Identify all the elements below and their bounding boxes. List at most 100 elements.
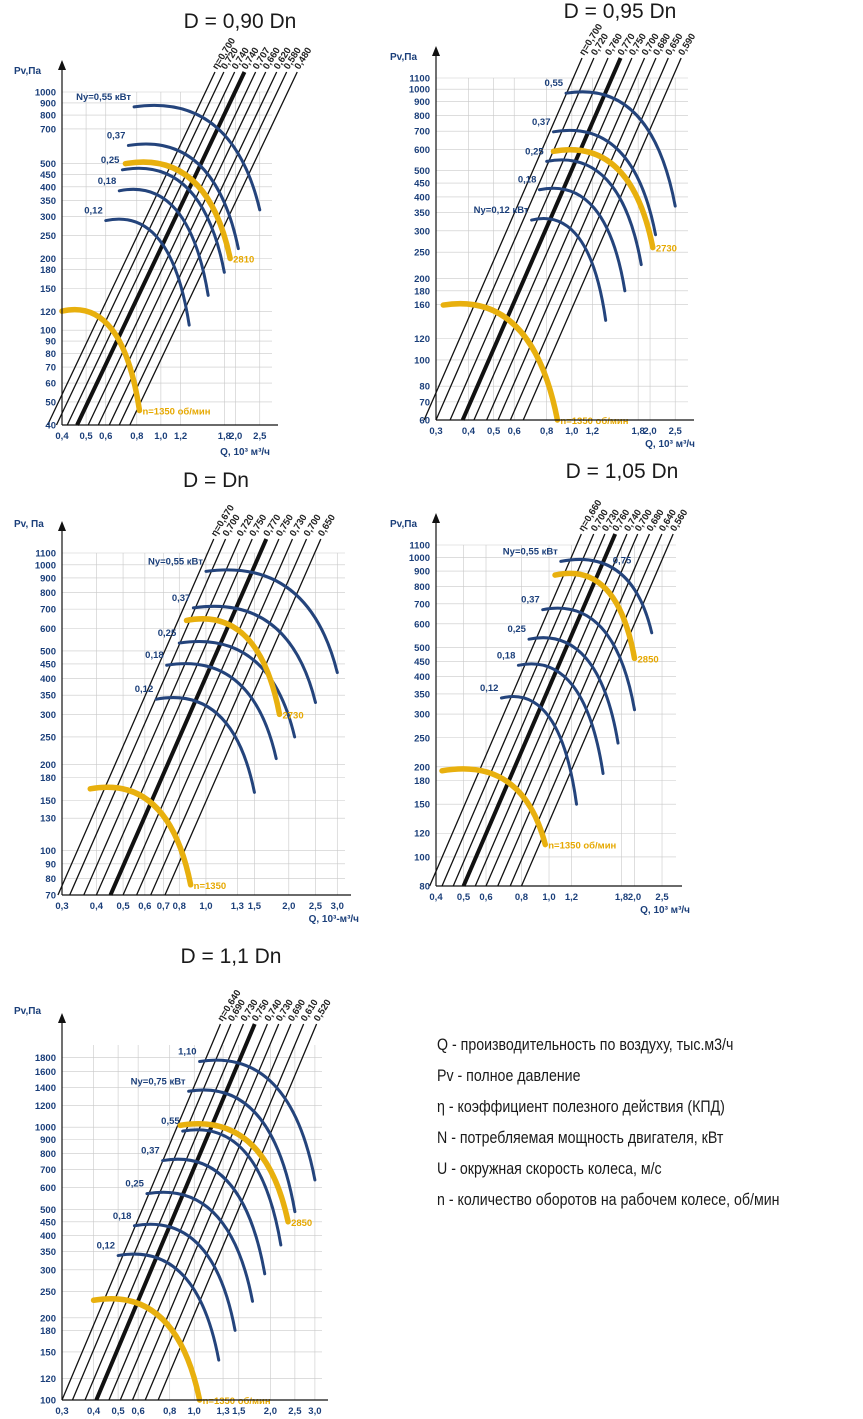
x-tick-label: 0,8: [130, 431, 143, 442]
x-tick-label: 1,8: [632, 426, 645, 437]
axes: [432, 513, 682, 887]
power-curve: [198, 1058, 317, 1182]
y-tick-label: 70: [45, 363, 56, 374]
power-label: 0,37: [521, 595, 540, 606]
efficiency-line: [97, 71, 267, 426]
chart-panel-2: D = 0,95 Dnη=0,7000,7200,7600,7700,7500,…: [390, 0, 698, 450]
y-tick-label: 1000: [409, 553, 430, 564]
rpm-curve: [439, 766, 549, 848]
efficiency-lines: η=0,6600,7000,7300,7600,7400,7000,6800,6…: [429, 498, 690, 887]
x-tick-label: 1,5: [248, 901, 262, 912]
power-label: 0,25: [101, 155, 120, 166]
rpm-curve: [440, 301, 561, 423]
x-tick-label: 1,0: [154, 431, 167, 442]
power-label: Ny=0,12 кВт: [474, 205, 529, 216]
power-curves: 1,10 Ny=0,75 кВт 0,55 0,37 0,25 0,18 0,12: [97, 1046, 317, 1362]
x-tick-label: 0,3: [55, 901, 68, 912]
y-tick-label: 1200: [35, 1101, 56, 1112]
y-tick-label: 250: [40, 1287, 56, 1298]
y-tick-label: 350: [414, 689, 430, 700]
y-tick-label: 1100: [409, 541, 430, 552]
efficiency-line: [119, 1023, 280, 1401]
power-curve: [116, 1252, 221, 1362]
y-tick-label: 100: [40, 326, 56, 337]
y-tick-label: 250: [414, 733, 430, 744]
y-tick-label: 300: [414, 226, 430, 237]
y-tick-label: 90: [45, 337, 56, 348]
y-tick-label: 90: [45, 859, 56, 870]
y-tick-label: 450: [40, 1217, 56, 1228]
efficiency-line: [87, 71, 257, 426]
chart-panel-4: D = 1,05 Dn η=0,6600,7000,7300,7600,7400,…: [390, 460, 690, 916]
power-label: 0,12: [480, 683, 499, 694]
efficiency-line: [108, 1023, 268, 1401]
rpm-curve: [87, 784, 194, 888]
y-tick-label: 350: [40, 196, 56, 207]
power-label: Ny=0,55 кВт: [148, 556, 203, 567]
power-curve: [530, 217, 608, 322]
x-tick-label: 0,4: [55, 431, 69, 442]
y-axis-arrow: [58, 1013, 66, 1023]
rpm-label: 2730: [656, 244, 677, 255]
y-tick-label: 1100: [35, 549, 56, 560]
x-tick-label: 1,2: [586, 426, 599, 437]
y-tick-label: 160: [414, 300, 430, 311]
y-tick-label: 200: [414, 762, 430, 773]
y-tick-label: 250: [40, 732, 56, 743]
y-axis-label: Pv,Па: [390, 519, 417, 530]
power-curve: [187, 1088, 297, 1214]
efficiency-line: [423, 57, 583, 421]
y-tick-label: 130: [40, 814, 56, 825]
legend: Q - производительность по воздуху, тыс.м…: [437, 1030, 857, 1216]
x-tick-label: 3,0: [331, 901, 344, 912]
y-tick-label: 80: [419, 382, 430, 393]
y-tick-label: 70: [45, 891, 56, 902]
power-label: Ny=0,55 кВт: [76, 92, 131, 103]
x-tick-label: 0,4: [87, 1406, 101, 1417]
power-label: 0,12: [84, 206, 103, 217]
x-tick-label: 0,6: [479, 892, 492, 903]
x-axis-label: Q, 10³ м³/ч: [645, 439, 695, 450]
power-label: 0,25: [507, 624, 526, 635]
power-curve: [165, 662, 278, 761]
x-tick-label: 2,5: [309, 901, 323, 912]
rpm-curve: [552, 570, 638, 662]
x-tick-label: 0,6: [132, 1406, 145, 1417]
y-tick-label: 120: [40, 1374, 56, 1385]
power-curve: [117, 187, 210, 297]
power-label: 0,55: [545, 78, 564, 89]
grid: [61, 91, 272, 426]
y-tick-label: 80: [419, 882, 430, 893]
y-tick-label: 450: [414, 657, 430, 668]
x-tick-label: 1,0: [188, 1406, 201, 1417]
power-label: 1,10: [178, 1046, 197, 1057]
efficiency-line: [75, 71, 247, 426]
y-axis-arrow: [58, 60, 66, 70]
efficiency-line: [47, 71, 216, 426]
chart-title: D = 0,95 Dn: [564, 0, 677, 23]
legend-item-pv: Pv - полное давление: [437, 1067, 581, 1085]
y-axis-arrow: [432, 513, 440, 523]
y-tick-label: 500: [414, 166, 430, 177]
power-curve: [552, 128, 658, 237]
y-tick-label: 350: [40, 1247, 56, 1258]
y-tick-label: 900: [414, 567, 430, 578]
power-label: 0,37: [141, 1146, 160, 1157]
efficiency-line: [83, 538, 241, 896]
rpm-label: 2810: [233, 255, 254, 266]
power-curve: [181, 1128, 283, 1247]
y-tick-label: 120: [414, 829, 430, 840]
efficiency-line: [522, 57, 682, 421]
rpm-curves: 2850 n=1350 об/мин: [439, 570, 659, 852]
efficiency-line: [122, 538, 280, 896]
x-tick-label: 0,6: [99, 431, 112, 442]
power-curves: Ny=0,55 кВт 0,37 0,25 0,18 0,12 0,75: [480, 546, 654, 806]
y-tick-label: 400: [414, 192, 430, 203]
axes: [58, 521, 351, 896]
rpm-label: n=1350 об/мин: [560, 416, 628, 427]
y-tick-label: 150: [40, 1347, 56, 1358]
efficiency-line: [55, 71, 225, 426]
power-label: Ny=0,75 кВт: [131, 1076, 186, 1087]
y-tick-label: 300: [40, 710, 56, 721]
axes: [58, 60, 278, 426]
